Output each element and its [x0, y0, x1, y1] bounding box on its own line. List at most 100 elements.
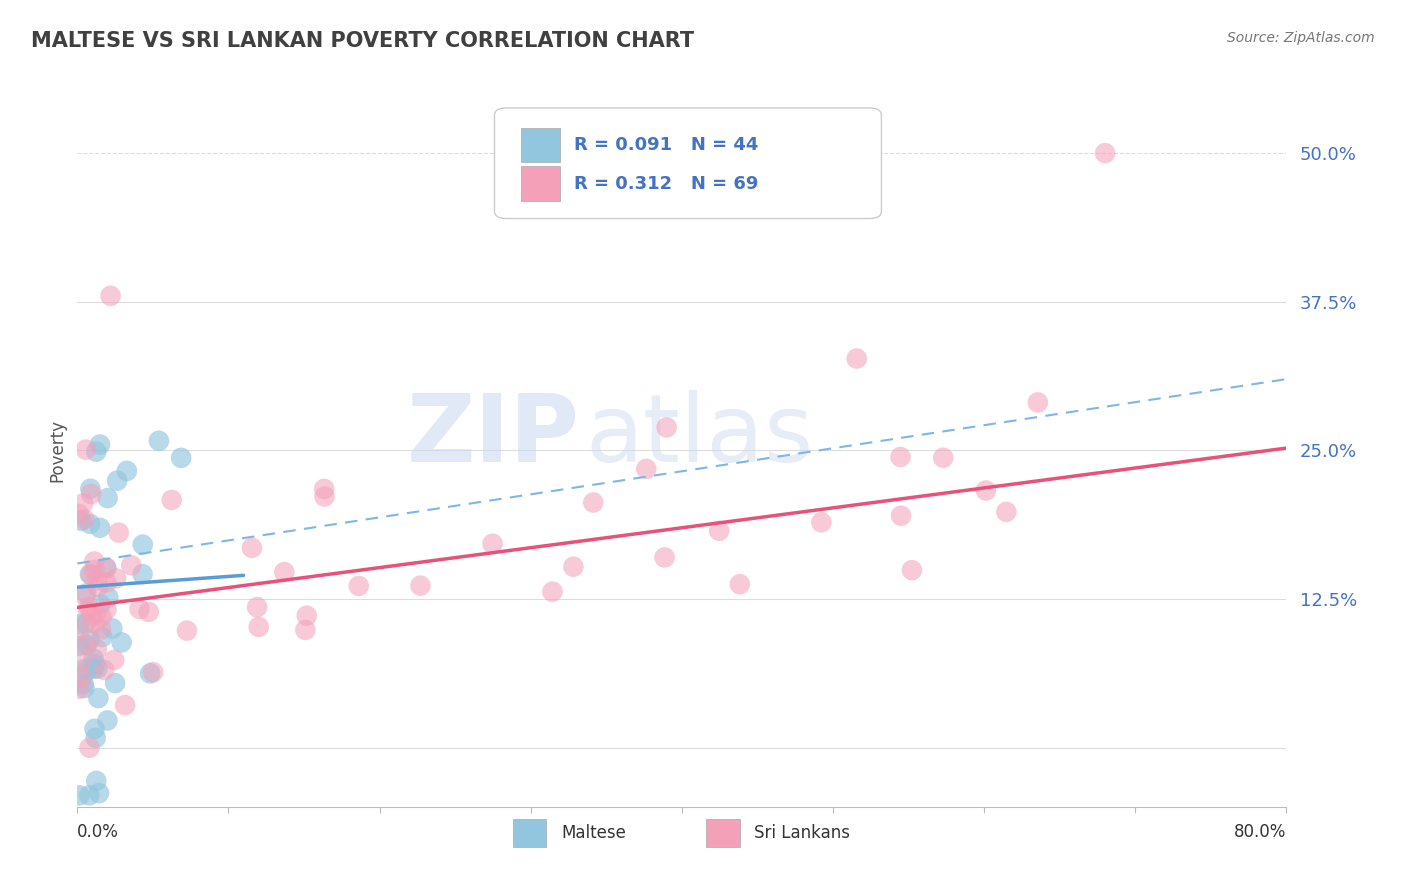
Point: [111, 635, 134, 649]
Point: [79, 632, 101, 647]
Point: [995, 505, 1018, 519]
Point: [105, 474, 128, 488]
Point: [409, 579, 432, 593]
Point: [107, 525, 129, 540]
Point: [481, 537, 503, 551]
FancyBboxPatch shape: [522, 167, 560, 201]
Point: [84, 657, 107, 672]
Point: [96, 491, 118, 505]
Point: [80, 487, 103, 501]
Point: [73, 589, 96, 603]
Point: [103, 653, 125, 667]
Point: [67, 789, 90, 803]
Point: [728, 577, 751, 591]
Point: [655, 420, 678, 434]
Text: 80.0%: 80.0%: [1234, 823, 1286, 841]
Point: [79, 482, 101, 496]
Text: Source: ZipAtlas.com: Source: ZipAtlas.com: [1227, 31, 1375, 45]
Point: [83, 722, 105, 736]
Point: [889, 450, 911, 464]
Point: [709, 524, 731, 538]
Point: [314, 490, 336, 504]
FancyBboxPatch shape: [706, 820, 740, 847]
Point: [70, 654, 93, 668]
Point: [294, 623, 316, 637]
Point: [96, 561, 118, 575]
Text: ZIP: ZIP: [406, 390, 579, 483]
Point: [104, 676, 127, 690]
Point: [295, 608, 318, 623]
Point: [314, 482, 336, 496]
Point: [87, 691, 110, 706]
Point: [105, 571, 128, 585]
Point: [73, 681, 96, 695]
Point: [67, 639, 90, 653]
Point: [541, 584, 564, 599]
Point: [101, 622, 124, 636]
Point: [76, 639, 98, 653]
Point: [90, 622, 112, 636]
Point: [67, 623, 90, 637]
Point: [89, 437, 111, 451]
Point: [1026, 395, 1049, 409]
FancyBboxPatch shape: [513, 820, 547, 847]
Point: [75, 637, 97, 651]
Text: 0.0%: 0.0%: [77, 823, 120, 841]
Point: [73, 662, 96, 676]
Point: [347, 579, 370, 593]
Point: [80, 567, 103, 582]
Point: [582, 495, 605, 509]
Point: [67, 617, 90, 632]
Point: [138, 605, 160, 619]
Point: [247, 620, 270, 634]
Point: [83, 661, 105, 675]
Point: [91, 630, 114, 644]
Point: [240, 541, 263, 555]
Text: MALTESE VS SRI LANKAN POVERTY CORRELATION CHART: MALTESE VS SRI LANKAN POVERTY CORRELATIO…: [31, 31, 695, 51]
Point: [75, 586, 97, 600]
Point: [845, 351, 868, 366]
Point: [114, 698, 136, 712]
Point: [72, 676, 94, 690]
Point: [131, 567, 153, 582]
Point: [93, 663, 115, 677]
Point: [86, 642, 108, 657]
Point: [86, 574, 108, 588]
Point: [83, 651, 105, 665]
Point: [142, 665, 165, 680]
Point: [115, 464, 138, 478]
Point: [97, 591, 120, 605]
Point: [94, 560, 117, 574]
Point: [86, 662, 108, 676]
Point: [160, 492, 183, 507]
Point: [75, 616, 97, 631]
Point: [87, 786, 110, 800]
FancyBboxPatch shape: [522, 128, 560, 162]
Point: [73, 512, 96, 526]
Point: [100, 289, 122, 303]
Point: [70, 670, 93, 684]
Point: [84, 731, 107, 745]
Point: [84, 773, 107, 788]
Text: R = 0.312   N = 69: R = 0.312 N = 69: [574, 175, 759, 193]
Point: [636, 462, 658, 476]
Text: Sri Lankans: Sri Lankans: [755, 824, 851, 842]
Point: [83, 554, 105, 568]
Point: [69, 681, 91, 696]
Point: [79, 516, 101, 531]
Point: [83, 563, 105, 577]
Point: [246, 600, 269, 615]
Point: [128, 602, 150, 616]
Point: [810, 516, 832, 530]
Point: [77, 604, 100, 618]
Point: [654, 550, 676, 565]
Point: [170, 450, 193, 465]
Point: [96, 575, 118, 590]
Point: [87, 580, 110, 594]
Point: [1094, 146, 1116, 161]
Point: [75, 442, 97, 457]
Point: [96, 714, 118, 728]
Point: [974, 483, 997, 498]
Point: [932, 450, 955, 465]
Point: [90, 609, 112, 624]
